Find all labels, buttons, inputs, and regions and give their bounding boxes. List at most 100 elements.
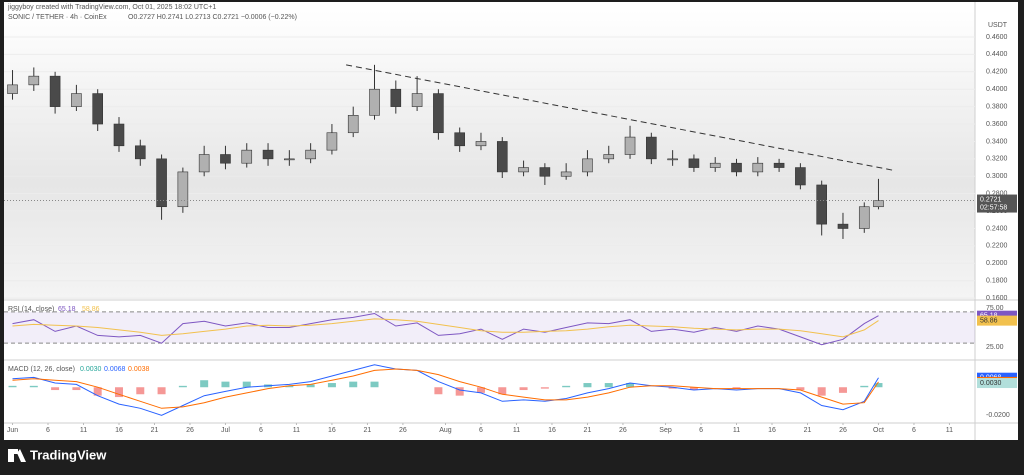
- candle-body: [220, 154, 231, 164]
- candle-body: [837, 223, 849, 229]
- rsi-band-fill: [4, 311, 975, 344]
- y-tick-label: 0.2800: [986, 191, 1008, 198]
- histogram-bar: [476, 387, 485, 393]
- x-tick-label: 11: [513, 427, 520, 434]
- x-tick-label: Jul: [221, 427, 230, 434]
- histogram-bar: [136, 387, 145, 395]
- y-tick-label: 0.3600: [986, 121, 1008, 128]
- candle-body: [752, 162, 764, 173]
- x-tick-label: 16: [548, 427, 556, 434]
- candle-body: [688, 158, 700, 168]
- x-tick-label: 21: [804, 427, 812, 434]
- x-tick-label: Jun: [7, 427, 18, 434]
- histogram-bar: [498, 387, 507, 395]
- y-tick-label: 0.2000: [986, 260, 1008, 267]
- x-tick-label: 6: [46, 427, 50, 434]
- ohlc: O0.2727 H0.2741 L0.2713 C0.2721 −0.0006 …: [128, 14, 297, 21]
- candle-body: [518, 167, 529, 173]
- legend-value: 65.18: [58, 306, 76, 313]
- brand: TradingView: [30, 447, 107, 462]
- histogram-bar: [817, 387, 826, 396]
- candle-body: [347, 115, 359, 134]
- value-tag: [977, 315, 1017, 326]
- x-tick-label: 26: [619, 427, 627, 434]
- histogram-bar: [8, 385, 17, 388]
- candle-body: [92, 93, 103, 125]
- x-tick-label: 11: [80, 427, 87, 434]
- brand-logo: [8, 449, 26, 462]
- candle-body: [134, 145, 146, 160]
- pane-title: RSI (14, close): [8, 306, 54, 313]
- y-tick-label: 75.00: [986, 305, 1004, 312]
- pane-title: MACD (12, 26, close): [8, 366, 75, 373]
- x-tick-label: Aug: [439, 427, 452, 434]
- candle-body: [390, 88, 402, 107]
- y-tick-label: -0.0200: [986, 412, 1010, 419]
- candle-body: [773, 162, 785, 168]
- x-tick-label: Sep: [659, 427, 672, 434]
- y-tick-label: 25.00: [986, 344, 1004, 351]
- credit: jiggyboy created with TradingView.com, O…: [7, 4, 216, 11]
- candle-body: [262, 149, 274, 160]
- candle-body: [816, 184, 827, 225]
- y-tick-label: 0.3400: [986, 138, 1008, 145]
- candle-body: [709, 162, 721, 168]
- candle-body: [28, 75, 40, 86]
- legend-value: 0.0068: [104, 366, 126, 373]
- candle-body: [177, 171, 189, 208]
- candle-body: [369, 88, 380, 116]
- histogram-bar: [114, 387, 123, 398]
- y-tick-label: 0.1600: [986, 295, 1008, 302]
- histogram-bar: [668, 387, 677, 389]
- candle-body: [71, 93, 82, 107]
- y-tick-label: 0.4400: [986, 51, 1008, 58]
- candle-body: [858, 206, 870, 229]
- legend-value: 0.0030: [80, 366, 102, 373]
- footer: [0, 440, 1024, 470]
- candle-body: [496, 141, 508, 173]
- candle-body: [603, 154, 615, 160]
- x-tick-label: 26: [399, 427, 407, 434]
- legend-value: 0.0038: [128, 366, 150, 373]
- candle-body: [113, 123, 125, 147]
- candle-body: [560, 171, 572, 177]
- candle-body: [284, 158, 295, 161]
- x-tick-label: 16: [115, 427, 123, 434]
- y-tick-label: 0.2200: [986, 243, 1008, 250]
- candle-body: [454, 132, 465, 147]
- candle-body: [326, 132, 338, 151]
- macd-line: [12, 364, 879, 416]
- value-tag-label: 0.0030: [980, 380, 1002, 387]
- histogram-bar: [434, 387, 443, 395]
- countdown: 02:57:58: [980, 204, 1007, 211]
- candle-body: [539, 167, 551, 177]
- x-tick-label: 26: [186, 427, 194, 434]
- histogram-bar: [178, 385, 187, 388]
- candle-body: [475, 141, 487, 147]
- histogram-bar: [562, 385, 571, 388]
- candle-body: [731, 162, 742, 173]
- histogram-bar: [242, 381, 251, 388]
- candle-body: [198, 154, 210, 173]
- histogram-bar: [838, 387, 847, 393]
- histogram-bar: [157, 387, 166, 395]
- x-tick-label: 6: [699, 427, 703, 434]
- trendline: [346, 64, 893, 171]
- price-tag: [977, 194, 1017, 213]
- y-tick-label: 0.4000: [986, 86, 1008, 93]
- histogram-bar: [221, 381, 230, 388]
- candle-body: [667, 158, 678, 161]
- rsi-line: [12, 318, 879, 338]
- x-tick-label: 6: [259, 427, 263, 434]
- histogram-bar: [860, 385, 869, 388]
- candle-body: [305, 149, 316, 160]
- histogram-bar: [689, 387, 698, 391]
- x-tick-label: 16: [328, 427, 336, 434]
- y-tick-label: 0.1800: [986, 278, 1008, 285]
- histogram-bar: [604, 383, 613, 388]
- price-pane: [4, 10, 975, 299]
- candle-body: [433, 93, 444, 134]
- x-tick-label: 26: [839, 427, 847, 434]
- histogram-bar: [51, 387, 60, 391]
